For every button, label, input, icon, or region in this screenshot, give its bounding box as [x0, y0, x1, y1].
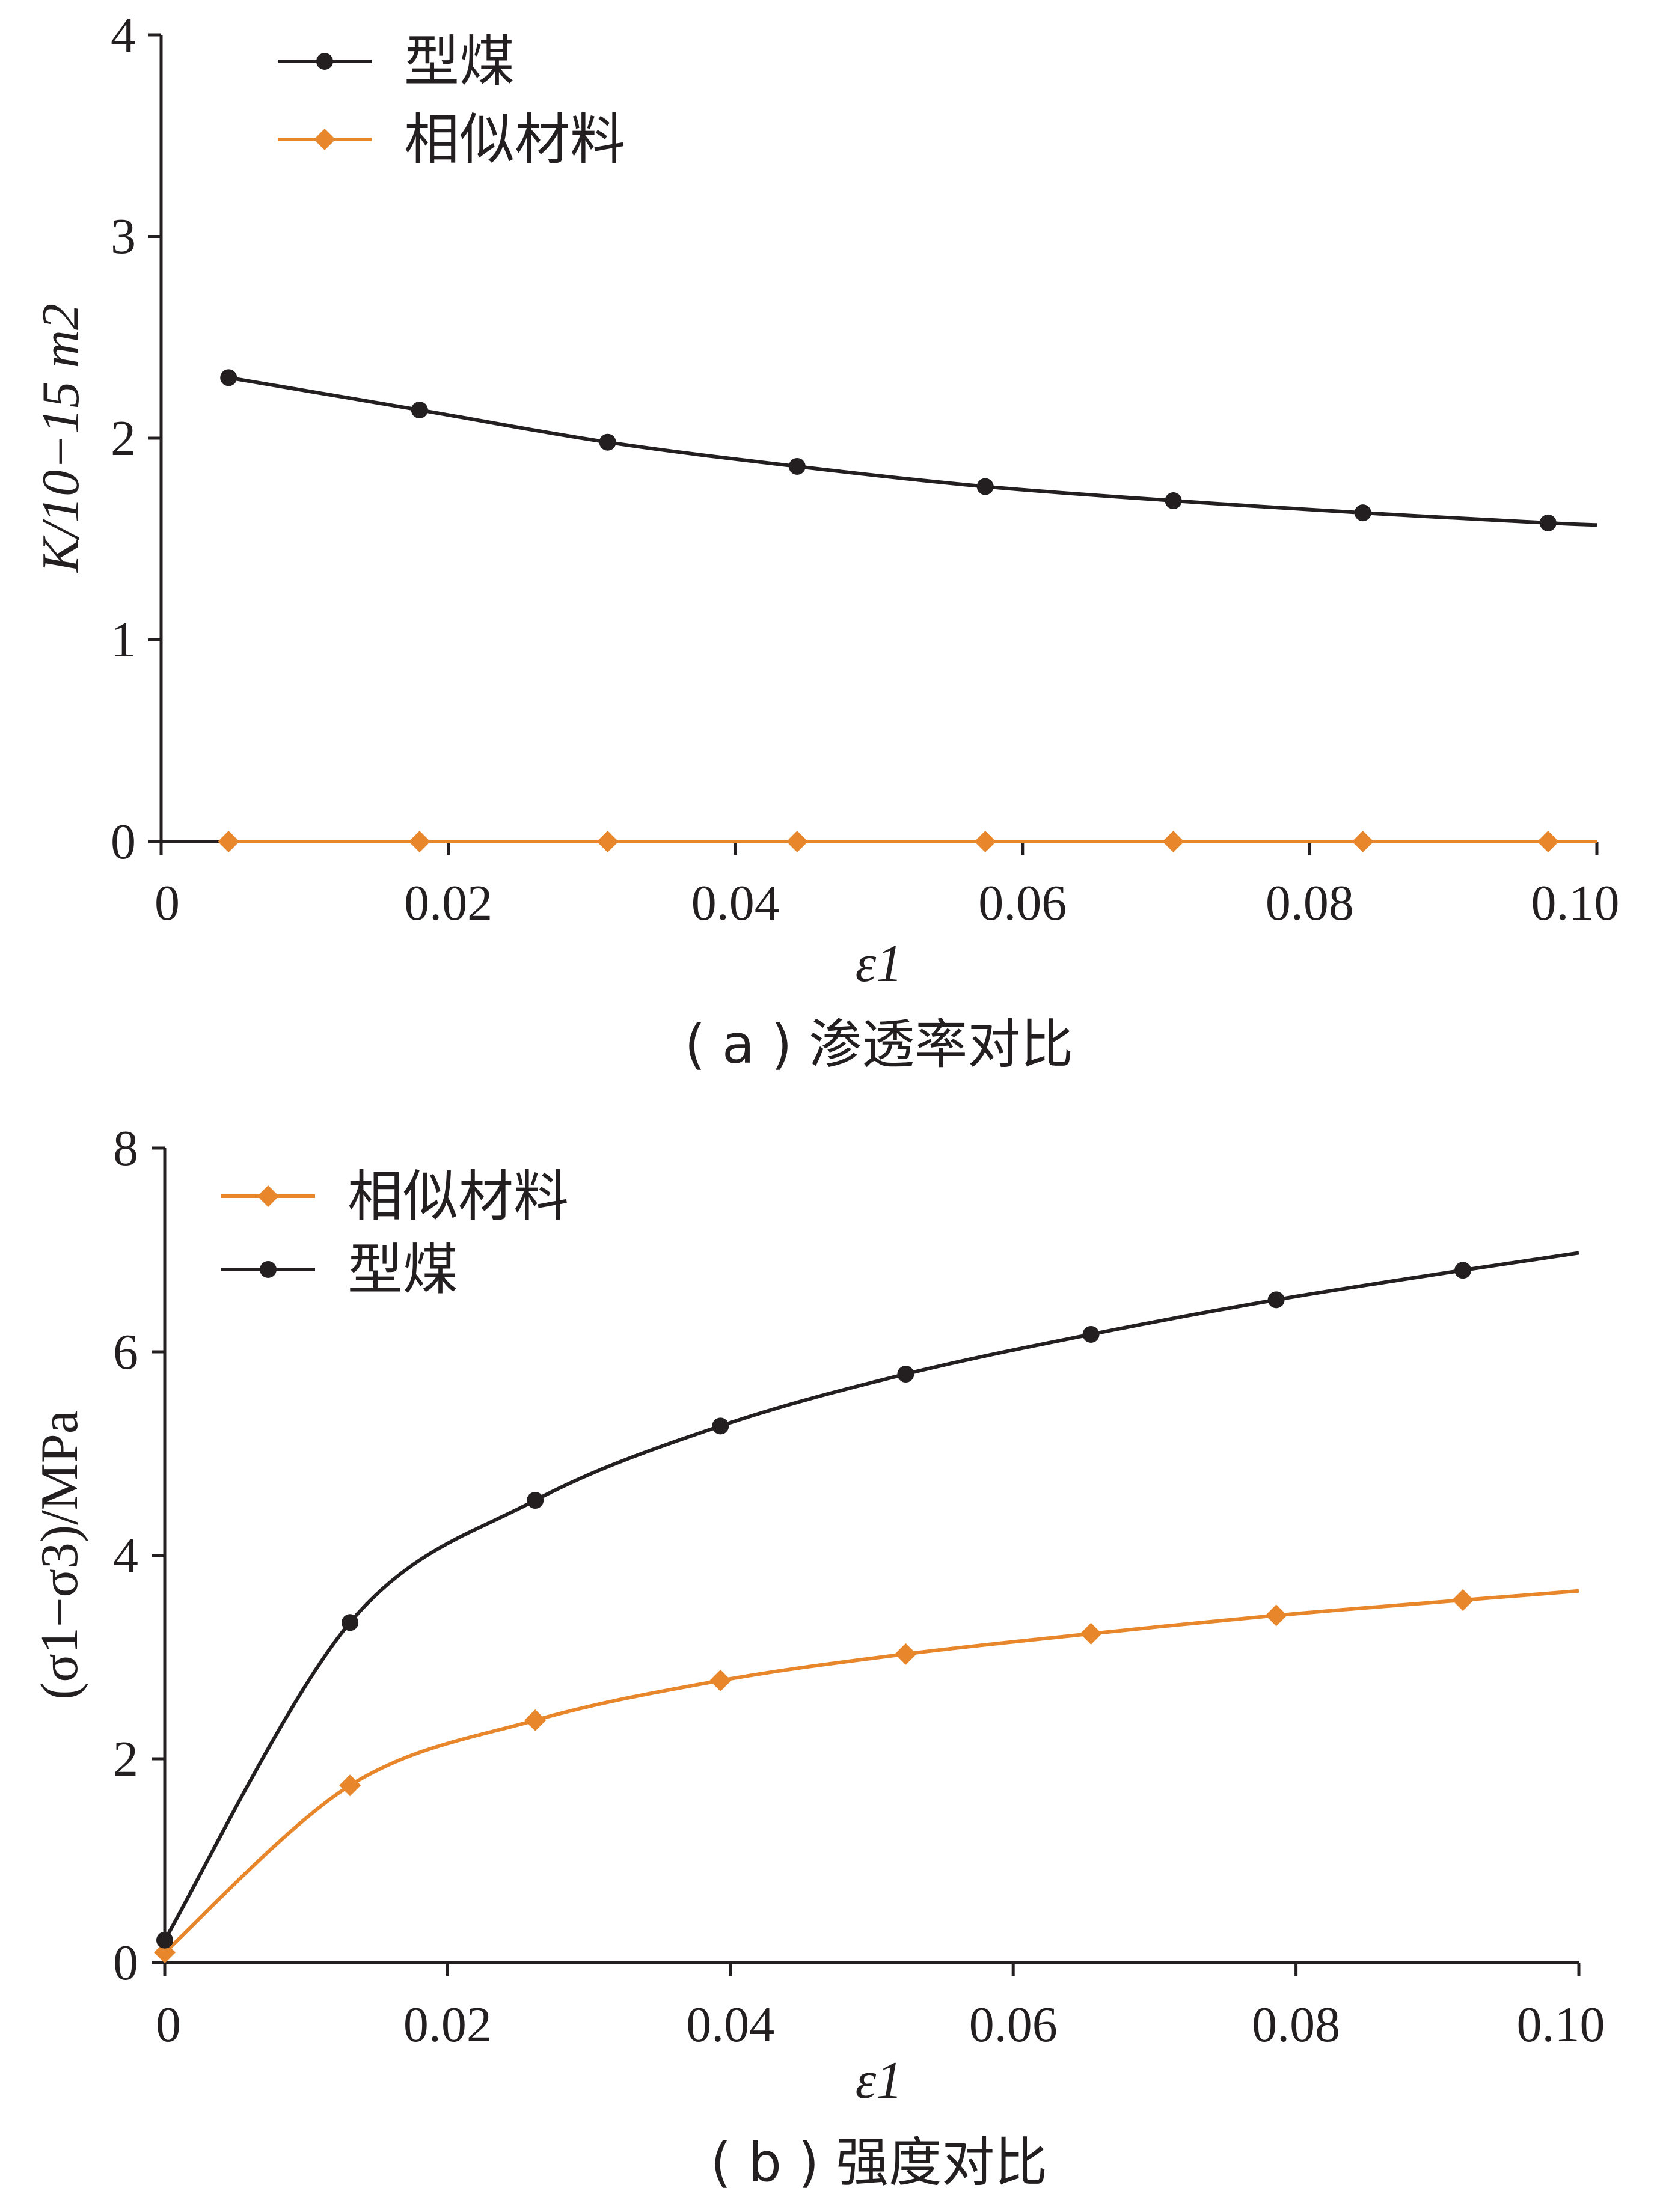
y-axis-ticks: 0 1 2 3 4	[111, 7, 161, 870]
data-point	[1082, 1325, 1100, 1343]
data-point	[1354, 504, 1371, 522]
data-point	[709, 1669, 732, 1691]
legend-marker-diamond	[257, 1185, 279, 1207]
data-point	[974, 831, 996, 852]
y-tick-label: 0	[111, 814, 136, 870]
permeability-chart: 0 1 2 3 4 0 0.02 0.04 0.06 0.08 0.10 K/1…	[32, 7, 1620, 1075]
y-tick-label: 1	[111, 612, 136, 668]
data-point	[220, 369, 237, 386]
x-tick-label: 0.04	[686, 1997, 774, 2053]
data-point	[596, 831, 619, 852]
y-axis-label: K/10−15 m2	[32, 304, 90, 574]
data-point	[712, 1417, 729, 1435]
data-point	[1265, 1604, 1287, 1627]
data-point	[1352, 831, 1374, 852]
plot-area	[159, 35, 1597, 843]
y-tick-label: 4	[111, 7, 136, 63]
data-point	[1537, 831, 1559, 852]
series-layer	[154, 1251, 1579, 1964]
series-line-型煤	[228, 376, 1597, 527]
x-tick-label: 0.04	[691, 875, 780, 931]
data-point	[788, 457, 806, 475]
legend-label: 相似材料	[348, 1164, 569, 1229]
y-tick-label: 3	[111, 209, 136, 264]
data-point	[524, 1709, 547, 1731]
legend: 相似材料 型煤	[221, 1164, 569, 1302]
x-tick-label: 0	[156, 1997, 181, 2053]
y-axis-label: (σ1−σ3)/MPa	[31, 1410, 89, 1700]
y-tick-label: 2	[111, 411, 136, 466]
legend-label: 型煤	[404, 29, 515, 94]
legend-label: 相似材料	[404, 108, 625, 172]
data-point	[154, 1942, 176, 1964]
data-point	[156, 1931, 173, 1949]
data-point	[411, 402, 428, 419]
legend-marker-circle	[260, 1261, 277, 1278]
x-tick-label: 0.06	[969, 1997, 1058, 2053]
chart-caption: ( b ) 强度对比	[711, 2131, 1047, 2193]
legend-marker-diamond	[314, 129, 335, 150]
series-line-相似材料	[163, 1589, 1579, 1954]
data-point	[895, 1643, 917, 1665]
data-point	[1452, 1589, 1474, 1612]
data-point	[218, 831, 240, 852]
legend: 型煤 相似材料	[278, 29, 625, 172]
y-tick-label: 2	[113, 1731, 138, 1787]
x-tick-label: 0.02	[403, 1997, 492, 2053]
data-point	[1267, 1291, 1285, 1309]
data-point	[1165, 492, 1182, 510]
x-tick-label: 0.10	[1517, 1997, 1605, 2053]
data-point	[1162, 831, 1184, 852]
y-axis-ticks: 0 2 4 6 8	[113, 1120, 165, 1991]
data-point	[599, 433, 616, 451]
data-point	[342, 1614, 359, 1631]
legend-marker-circle	[316, 53, 333, 70]
data-point	[786, 831, 808, 852]
chart-caption: ( a ) 渗透率对比	[685, 1013, 1074, 1075]
data-point	[1080, 1622, 1102, 1645]
strength-chart: 0 2 4 6 8 0 0.02 0.04 0.06 0.08 0.10 (σ1…	[31, 1120, 1605, 2193]
y-tick-label: 6	[113, 1324, 138, 1380]
data-point	[1454, 1262, 1472, 1279]
data-point	[339, 1774, 361, 1797]
x-tick-label: 0.10	[1531, 875, 1620, 931]
x-tick-label: 0	[155, 875, 180, 931]
data-point	[1539, 514, 1557, 531]
x-tick-label: 0.08	[1266, 875, 1354, 931]
x-tick-label: 0.02	[404, 875, 492, 931]
y-tick-label: 4	[113, 1528, 138, 1584]
data-point	[897, 1366, 914, 1383]
data-point	[408, 831, 430, 852]
y-tick-label: 8	[113, 1120, 138, 1176]
x-axis-ticks: 0 0.02 0.04 0.06 0.08 0.10	[156, 1963, 1605, 2053]
data-point	[976, 478, 994, 495]
y-tick-label: 0	[113, 1935, 138, 1991]
x-axis-label: ε1	[856, 2052, 903, 2110]
x-axis-label: ε1	[856, 935, 903, 993]
series-line-型煤	[163, 1251, 1579, 1942]
x-tick-label: 0.06	[978, 875, 1067, 931]
legend-label: 型煤	[348, 1238, 458, 1302]
x-axis-ticks: 0 0.02 0.04 0.06 0.08 0.10	[155, 842, 1620, 931]
data-point	[527, 1492, 544, 1509]
series-layer	[218, 369, 1597, 852]
x-tick-label: 0.08	[1252, 1997, 1340, 2053]
